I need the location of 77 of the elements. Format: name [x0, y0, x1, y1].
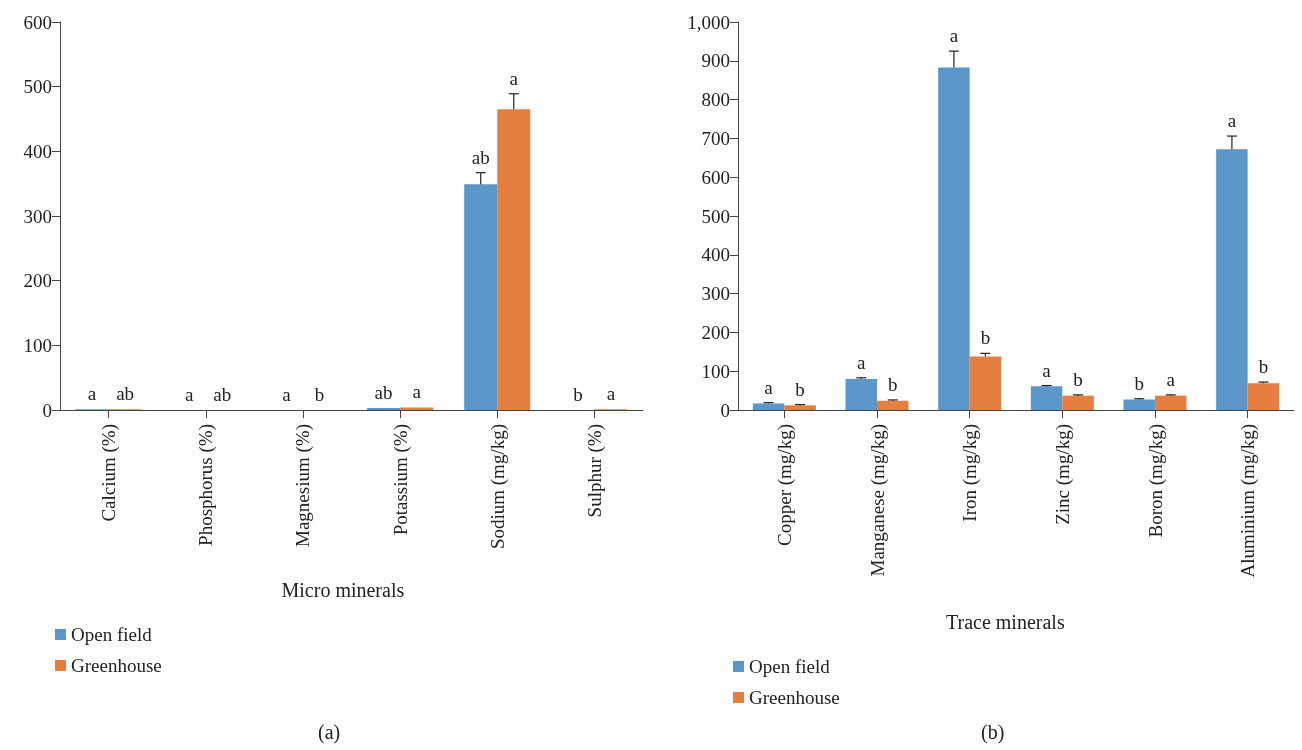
data-label: a [764, 376, 774, 398]
x-tick-label: Calcium (%) [98, 424, 121, 522]
y-tick-label: 700 [701, 127, 730, 149]
data-label: a [412, 381, 422, 403]
bar [877, 400, 909, 410]
y-tick-label: 600 [23, 11, 52, 33]
data-label: a [949, 25, 959, 47]
y-tick-label: 800 [701, 89, 730, 111]
y-tick-label: 400 [701, 244, 730, 266]
bar [845, 378, 877, 410]
data-label: b [888, 373, 898, 395]
legend-label: Greenhouse [749, 687, 840, 708]
y-tick-label: 500 [701, 205, 730, 227]
y-tick-label: 0 [42, 399, 52, 421]
x-axis-title: Micro minerals [281, 579, 405, 601]
x-tick-label: Sodium (mg/kg) [486, 424, 509, 550]
data-label: a [1166, 368, 1176, 390]
y-tick-label: 400 [23, 140, 52, 162]
bar [1062, 395, 1094, 410]
x-tick-label: Potassium (%) [389, 424, 412, 536]
data-label: a [282, 384, 292, 405]
x-axis-title: Trace minerals [946, 611, 1065, 633]
x-tick-label: Aluminium (mg/kg) [1237, 424, 1260, 578]
y-tick-label: 100 [23, 334, 52, 356]
bar [1247, 383, 1280, 410]
legend-label: Greenhouse [71, 655, 162, 676]
bar [400, 407, 434, 410]
data-label: a [87, 383, 97, 405]
bar [1155, 395, 1187, 410]
bar [497, 109, 531, 410]
data-label: a [1227, 110, 1237, 132]
x-tick-label: Sulphur (%) [583, 424, 606, 518]
bar [752, 403, 785, 410]
y-tick-label: 300 [701, 283, 730, 305]
legend-label: Open field [71, 624, 153, 645]
x-tick-label: Zinc (mg/kg) [1051, 424, 1074, 525]
x-tick-label: Magnesium (%) [292, 424, 315, 547]
y-tick-label: 600 [701, 166, 730, 188]
data-label: a [606, 383, 616, 405]
x-tick-label: Copper (mg/kg) [773, 424, 796, 546]
data-label: ab [471, 146, 490, 168]
data-label: b [573, 384, 583, 405]
y-tick-label: 1,000 [687, 11, 730, 33]
x-tick-label: Manganese (mg/kg) [866, 424, 889, 577]
bar [784, 405, 816, 410]
bar [464, 184, 498, 410]
data-label: ab [374, 382, 393, 404]
data-label: ab [213, 384, 232, 405]
y-tick-label: 300 [23, 205, 52, 227]
text: (b) [981, 721, 1005, 744]
y-tick-label: 200 [701, 321, 730, 343]
bar [1030, 386, 1063, 410]
y-tick-label: 200 [23, 270, 52, 292]
y-tick-label: 0 [720, 399, 730, 421]
data-label: b [314, 384, 325, 405]
data-label: a [857, 351, 867, 373]
x-tick-label: Iron (mg/kg) [959, 424, 982, 522]
y-tick-label: 900 [701, 50, 730, 72]
bar [1123, 399, 1155, 410]
data-label: a [1042, 359, 1052, 381]
data-label: b [1134, 372, 1144, 394]
data-label: a [509, 67, 519, 89]
x-tick-label: Phosphorus (%) [195, 424, 218, 546]
bar [938, 67, 970, 410]
data-label: b [1073, 368, 1083, 390]
data-label: b [1258, 356, 1269, 378]
text: (a) [318, 721, 341, 744]
y-tick-label: 100 [701, 360, 730, 382]
bar [1216, 149, 1248, 410]
data-label: b [795, 378, 805, 400]
bar [969, 356, 1002, 410]
data-label: ab [116, 383, 135, 405]
y-tick-label: 500 [23, 76, 52, 98]
data-label: a [185, 384, 195, 405]
legend-label: Open field [749, 656, 831, 677]
data-label: b [980, 327, 991, 349]
x-tick-label: Boron (mg/kg) [1144, 424, 1167, 538]
